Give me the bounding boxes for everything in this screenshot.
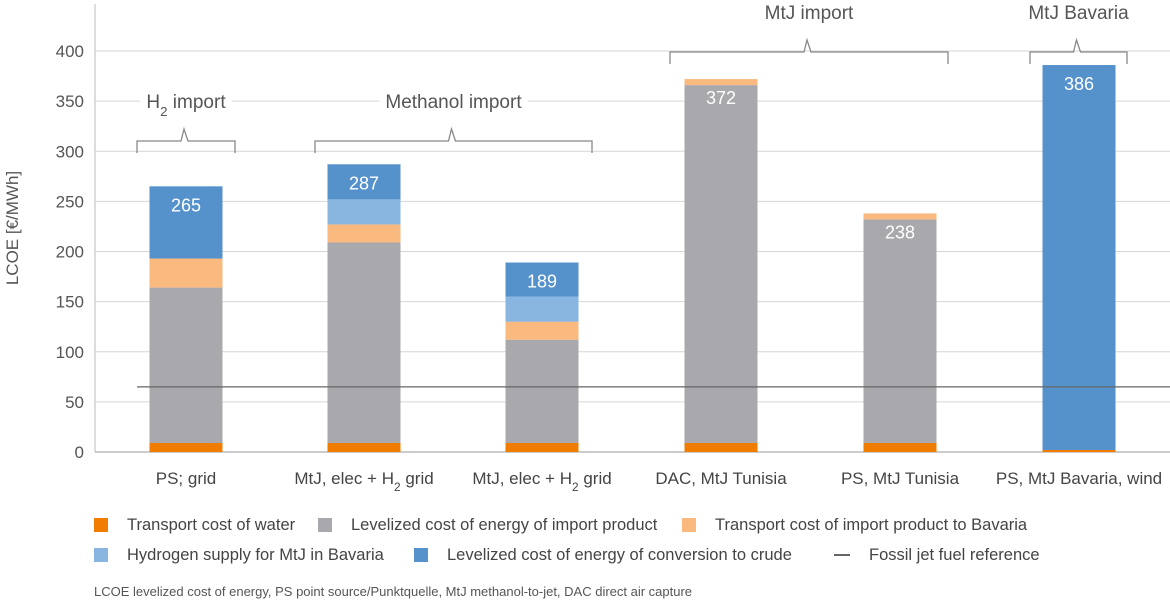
legend-item-fossil-reference: Fossil jet fuel reference: [834, 546, 1040, 565]
legend-item-import-product: Levelized cost of energy of import produ…: [318, 516, 682, 535]
bar-segment: [327, 199, 401, 225]
group-bracket: [136, 126, 236, 153]
bar-segment: [684, 442, 758, 452]
legend-item-transport-import: Transport cost of import product to Bava…: [682, 516, 1027, 535]
x-category-label: PS; grid: [156, 469, 216, 488]
y-tick-label: 0: [75, 443, 84, 462]
bar-segment: [327, 224, 401, 243]
legend-swatch: [94, 518, 108, 532]
bar-total-label: 238: [885, 222, 915, 242]
group-label-background: [140, 91, 233, 120]
legend-swatch: [318, 518, 332, 532]
bar-segment: [505, 262, 579, 297]
group-label: MtJ Bavaria: [1028, 3, 1129, 24]
legend-swatch: [682, 518, 696, 532]
legend-label: Transport cost of import product to Bava…: [715, 515, 1028, 534]
footnote: LCOE levelized cost of energy, PS point …: [94, 584, 693, 599]
bar-total-label: 386: [1064, 74, 1094, 94]
y-tick-label: 300: [56, 142, 84, 161]
y-tick-label: 100: [56, 343, 84, 362]
legend-label: Transport cost of water: [127, 515, 296, 534]
legend-line: [834, 554, 850, 556]
group-bracket: [669, 37, 949, 64]
group-label: H2 import: [146, 92, 226, 119]
group-bracket: [1029, 37, 1128, 64]
bar-total-label: 287: [349, 173, 379, 193]
bar-total-label: 372: [706, 88, 736, 108]
bar-segment: [863, 442, 937, 452]
bar-segment: [863, 213, 937, 220]
x-category-label: MtJ, elec + H2 grid: [472, 469, 611, 494]
bar-segment: [327, 164, 401, 200]
bar-segment: [1042, 65, 1116, 450]
bar-total-label: 189: [527, 272, 557, 292]
group-label-background: [379, 91, 529, 114]
legend-item-hydrogen-supply: Hydrogen supply for MtJ in Bavaria: [94, 546, 414, 565]
legend-label: Fossil jet fuel reference: [869, 545, 1040, 564]
y-tick-label: 200: [56, 243, 84, 262]
y-tick-label: 250: [56, 192, 84, 211]
bar-segment: [149, 287, 223, 443]
y-tick-label: 350: [56, 92, 84, 111]
x-category-label: PS, MtJ Bavaria, wind: [996, 469, 1162, 488]
legend-item-conversion: Levelized cost of energy of conversion t…: [414, 546, 834, 565]
legend-swatch: [94, 548, 108, 562]
group-label: Methanol import: [385, 92, 522, 113]
bar-segment: [505, 296, 579, 322]
bar-segment: [684, 85, 758, 443]
group-bracket: [314, 126, 593, 153]
bar-segment: [327, 442, 401, 452]
bar-total-label: 265: [171, 195, 201, 215]
y-axis-label: LCOE [€/MWh]: [3, 171, 22, 285]
bar-segment: [327, 242, 401, 443]
y-tick-label: 150: [56, 293, 84, 312]
x-category-label: MtJ, elec + H2 grid: [294, 469, 433, 494]
legend-item-transport-water: Transport cost of water: [94, 516, 318, 535]
legend-label: Levelized cost of energy of conversion t…: [447, 545, 792, 564]
group-label-background: [758, 2, 861, 25]
bar-segment: [863, 219, 937, 443]
bar-segment: [505, 442, 579, 452]
bar-segment: [149, 186, 223, 259]
bar-segment: [149, 258, 223, 288]
x-category-label: DAC, MtJ Tunisia: [655, 469, 787, 488]
x-category-label: PS, MtJ Tunisia: [841, 469, 960, 488]
legend: Transport cost of water Levelized cost o…: [94, 510, 1154, 570]
legend-label: Hydrogen supply for MtJ in Bavaria: [127, 545, 384, 564]
bar-segment: [505, 321, 579, 340]
bar-segment: [149, 442, 223, 452]
bar-segment: [684, 79, 758, 86]
legend-swatch: [414, 548, 428, 562]
y-tick-label: 400: [56, 42, 84, 61]
legend-label: Levelized cost of energy of import produ…: [351, 515, 658, 534]
bar-segment: [1042, 449, 1116, 452]
group-label: MtJ import: [765, 3, 854, 24]
group-label-background: [1022, 2, 1136, 25]
y-tick-label: 50: [65, 393, 84, 412]
bar-segment: [505, 339, 579, 443]
